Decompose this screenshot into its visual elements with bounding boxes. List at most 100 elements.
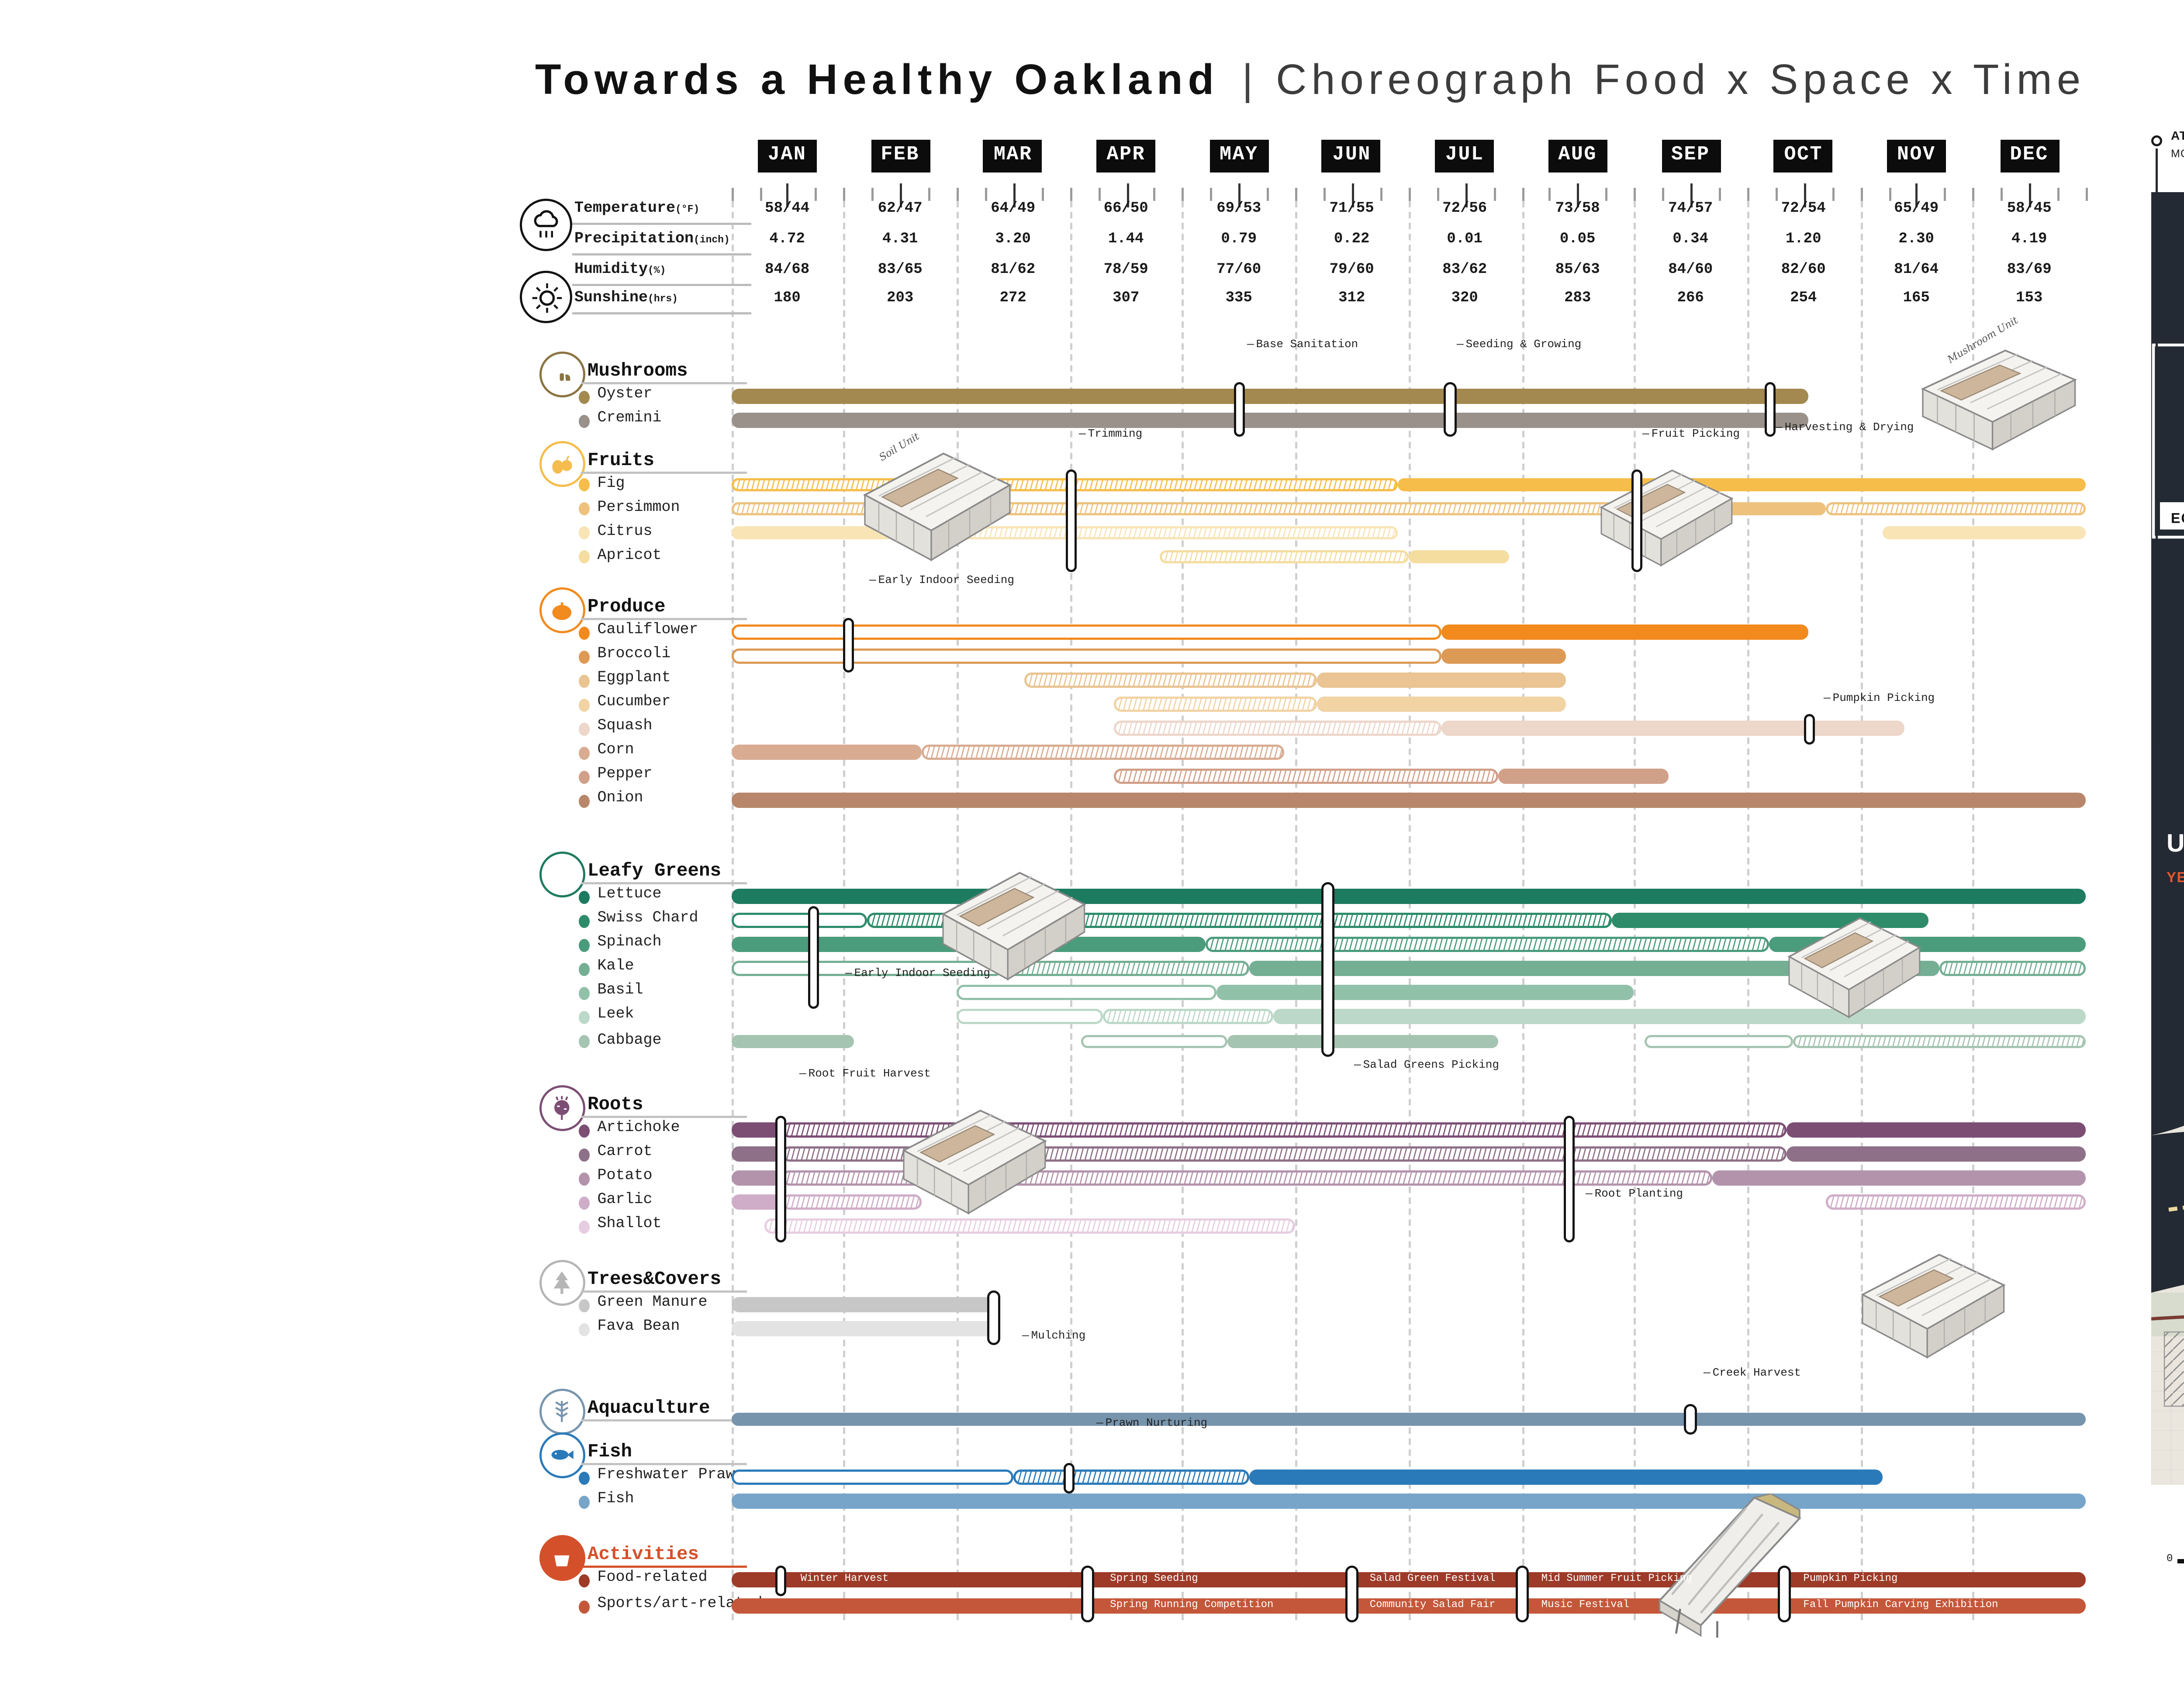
item-label-corn: Corn [597,743,634,761]
bar-citrus-hatch [900,525,1397,540]
item-dot [579,1298,590,1312]
axis-tick [1126,183,1128,207]
weather-value: 165 [1903,289,1930,307]
attraction-1-leader-line [2156,148,2157,747]
item-dot [579,625,590,639]
axis-tick [1465,183,1467,207]
weather-value: 84/68 [765,261,810,279]
weather-value: 335 [1225,289,1252,307]
category-underline [581,381,747,383]
item-dot [579,745,590,759]
item-label-basil: Basil [597,983,643,1001]
month-gridline [730,201,733,1620]
item-dot [579,1470,590,1484]
item-dot [579,721,590,735]
category-icon-aquaculture [539,1387,585,1434]
timeline-marker-base-sanitation [1234,381,1246,436]
axis-tick [2086,188,2087,200]
axis-tick [1521,188,1523,200]
greenhouse-illustration-roots [887,1105,1057,1223]
weather-sunshine-icon [520,271,572,323]
bar-cremini-solid [730,413,1809,428]
title-main: Towards a Healthy Oakland [535,57,1220,105]
item-label-pepper: Pepper [597,767,653,785]
timeline-marker-seeding-growing [1444,381,1456,436]
weather-value: 66/50 [1103,200,1148,217]
axis-tick [787,183,789,207]
annotation-seeding-growing: Seeding & Growing [1457,338,1582,352]
bar-squash-hatch [1114,721,1442,736]
weather-row-underline [572,252,751,255]
bar-freshwater-prawn-solid [1250,1470,1883,1485]
annotation-early-indoor-seeding-leafy: Early Indoor Seeding [845,967,990,980]
weather-value: 3.20 [995,230,1031,248]
item-label-persimmon: Persimmon [597,499,680,517]
weather-value: 58/44 [765,200,810,217]
item-dot [579,793,590,807]
weather-row-label: Sunshine(hrs) [574,289,678,307]
timeline-marker-harvesting-drying [1764,381,1776,436]
month-gridline [1295,201,1298,1620]
item-dot [579,673,590,687]
weather-value: 83/65 [878,261,923,279]
weather-value: 64/49 [991,200,1036,217]
item-label-artichoke: Artichoke [597,1121,680,1138]
bar-leek-outline [957,1009,1104,1024]
item-label-fig: Fig [597,475,625,493]
item-dot [579,1123,590,1137]
category-underline [581,881,747,883]
axis-tick [1662,188,1664,200]
bar-spinach-hatch [1205,937,1770,952]
weather-value: 78/59 [1103,261,1148,279]
bar-broccoli-outline [730,649,1442,664]
bar-artichoke-solid [730,1122,782,1138]
weather-value: 320 [1451,289,1478,307]
bar-food-related-solid [730,1572,2086,1587]
weather-climate-icon [520,199,572,251]
axis-tick [759,188,760,200]
weather-row-label: Temperature(°F) [574,200,700,217]
bar-green-manure-solid [730,1297,996,1312]
event-label-mid-summer-fruit-picking: Mid Summer Fruit Picking [1541,1574,1693,1585]
month-label-jul: JUL [1435,140,1494,172]
item-label-fish: Fish [597,1492,634,1510]
axis-tick [900,183,902,207]
annotation-harvesting-drying: Harvesting & Drying [1776,421,1914,435]
category-name-fruits: Fruits [587,448,655,471]
bar-leek-solid [1272,1009,2086,1024]
greenhouse-illustration-fruits [1586,465,1743,574]
month-gridline [1182,201,1185,1620]
category-icon-trees-covers [539,1259,585,1305]
weather-value: 74/57 [1668,200,1713,217]
weather-value: 0.34 [1673,230,1709,248]
weather-row-underline [572,221,751,224]
scale-zero: 0 [2167,1555,2173,1566]
timeline-marker-salad-greens-picking [1322,881,1334,1057]
axis-tick [1916,183,1918,207]
event-label-community-salad-fair: Community Salad Fair [1369,1600,1496,1611]
scale-bar [2177,1559,2184,1564]
bar-persimmon-hatch [1826,501,2086,516]
category-underline [581,1462,747,1464]
greenhouse-illustration-mushroom-unit: Mushroom Unit [1904,317,2088,459]
bar-fig-hatch [730,477,1397,492]
weather-value: 72/56 [1442,200,1487,217]
item-dot [579,649,590,663]
weather-value: 81/62 [991,261,1036,279]
bar-cucumber-hatch [1114,697,1318,712]
annotation-prawn-nurturing: Prawn Nurturing [1096,1417,1208,1430]
bar-fava-bean-solid [730,1321,996,1336]
weather-value: 266 [1677,289,1704,307]
item-label-apricot: Apricot [597,547,662,565]
event-label-spring-seeding: Spring Seeding [1110,1574,1198,1585]
axis-tick [1832,188,1833,200]
item-label-kale: Kale [597,959,634,977]
bar-corn-solid [730,745,923,760]
event-label-winter-harvest: Winter Harvest [800,1574,889,1585]
bar-squash-solid [1442,721,1905,736]
bar-apricot-solid [1408,549,1510,564]
bar-onion-solid [730,793,2086,808]
category-icon-activities [539,1534,585,1580]
bar-fig-solid [1397,477,2086,492]
weather-value: 0.22 [1334,230,1370,248]
